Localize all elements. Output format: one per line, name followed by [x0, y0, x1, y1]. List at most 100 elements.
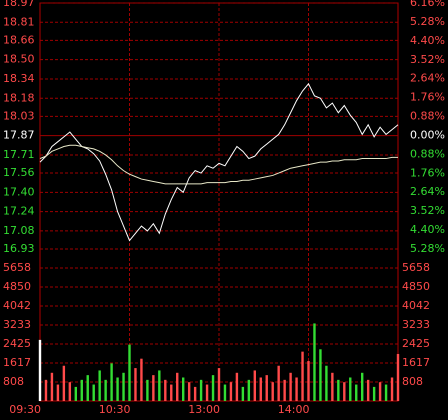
volume-bar	[313, 323, 316, 401]
y2-tick-label: 0.88%	[410, 110, 445, 123]
x-tick-label: 14:00	[278, 403, 310, 416]
volume-bar	[152, 375, 155, 401]
y-tick-label: 18.66	[3, 33, 35, 46]
y-tick-label: 18.03	[3, 109, 35, 122]
volume-bar	[283, 379, 286, 401]
volume-bar	[176, 372, 179, 401]
volume-bar	[98, 370, 101, 401]
volume-bar	[56, 384, 60, 401]
volume-bar	[343, 382, 346, 401]
x-tick-label: 13:00	[188, 403, 220, 416]
y-tick-label: 18.50	[3, 53, 35, 66]
volume-bar	[44, 379, 48, 401]
y-tick-label: 17.71	[3, 148, 35, 161]
volume-bar	[146, 379, 149, 401]
y-tick-label: 17.24	[3, 205, 35, 218]
volume-bar	[62, 365, 66, 401]
volume-bar	[92, 384, 95, 401]
volume-bar	[271, 382, 274, 401]
volume-bar	[158, 370, 161, 401]
volume-bar	[134, 368, 137, 401]
y-tick-label: 18.81	[3, 15, 35, 28]
y2-tick-label: 3.52%	[410, 204, 445, 217]
volume-bar	[128, 344, 131, 401]
volume-bar	[390, 377, 394, 401]
y-tick-label: 17.40	[3, 185, 35, 198]
plot-frame	[39, 2, 399, 402]
volume-bar	[235, 372, 239, 401]
volume-bar	[378, 382, 382, 401]
volume-bar	[289, 372, 292, 401]
volume-bar	[170, 384, 173, 401]
y-tick-label: 18.34	[3, 72, 35, 85]
volume-bar	[253, 370, 256, 401]
volume-bar	[396, 353, 400, 401]
volume-bar	[259, 377, 262, 401]
volume-bar	[331, 372, 334, 401]
volume-bar	[366, 379, 370, 401]
y2-tick-label: 1.76%	[410, 91, 445, 104]
price-line	[39, 144, 398, 185]
volume-bar	[116, 377, 119, 401]
y2-tick-label: 1617	[402, 356, 430, 369]
volume-bar	[277, 365, 280, 401]
y2-tick-label: 4.40%	[410, 34, 445, 47]
x-tick-label: 09:30	[9, 403, 41, 416]
volume-bar	[199, 379, 203, 401]
volume-bar	[265, 375, 268, 401]
volume-bar	[104, 379, 107, 401]
volume-bar	[307, 361, 310, 401]
x-tick-label: 10:30	[99, 403, 131, 416]
volume-bar	[50, 372, 54, 401]
y-tick-label: 5658	[3, 261, 31, 274]
volume-bar	[223, 384, 227, 401]
volume-bar	[247, 379, 251, 401]
y-tick-label: 4850	[3, 280, 31, 293]
volume-bar	[86, 375, 89, 401]
volume-bar	[211, 375, 215, 401]
y2-tick-label: 1.76%	[410, 166, 445, 179]
y-tick-label: 16.93	[3, 242, 35, 255]
y2-tick-label: 4042	[402, 299, 430, 312]
volume-bar	[295, 377, 298, 401]
y2-tick-label: 5.28%	[410, 242, 445, 255]
y2-tick-label: 5658	[402, 261, 430, 274]
volume-bar	[187, 382, 191, 401]
y-tick-label: 3233	[3, 318, 31, 331]
volume-bar	[140, 358, 143, 401]
y-tick-label: 1617	[3, 356, 31, 369]
y2-tick-label: 2425	[402, 337, 430, 350]
y-tick-label: 17.08	[3, 224, 35, 237]
volume-bar	[319, 349, 322, 401]
y2-tick-label: 3233	[402, 318, 430, 331]
y-tick-label: 2425	[3, 337, 31, 350]
volume-bar	[122, 372, 125, 401]
y-tick-label: 17.87	[3, 129, 35, 142]
y-tick-label: 4042	[3, 299, 31, 312]
volume-bar	[241, 386, 245, 401]
y2-tick-label: 6.16%	[410, 0, 445, 9]
volume-bar	[301, 351, 304, 401]
volume-bar	[325, 365, 328, 401]
y2-tick-label: 0.00%	[410, 128, 445, 141]
volume-bar	[229, 382, 233, 401]
y2-tick-label: 3.52%	[410, 53, 445, 66]
volume-bar	[38, 339, 42, 401]
volume-bar	[337, 379, 340, 401]
y-tick-label: 18.97	[3, 0, 35, 9]
volume-bar	[355, 384, 358, 401]
volume-bar	[384, 384, 388, 401]
y2-tick-label: 808	[402, 375, 423, 388]
volume-bar	[74, 386, 77, 401]
volume-bar	[182, 377, 185, 401]
volume-bar	[110, 363, 113, 401]
y2-tick-label: 2.64%	[410, 72, 445, 85]
volume-bar	[372, 386, 376, 401]
volume-bar	[193, 386, 197, 401]
volume-bar	[164, 379, 167, 401]
y2-tick-label: 4850	[402, 280, 430, 293]
y2-tick-label: 4.40%	[410, 223, 445, 236]
volume-bar	[80, 379, 83, 401]
volume-bar	[205, 384, 209, 401]
